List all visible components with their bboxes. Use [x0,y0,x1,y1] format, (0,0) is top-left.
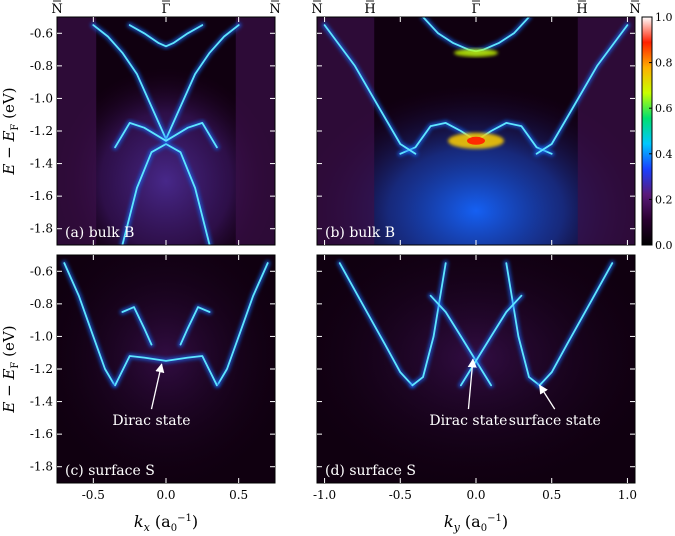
colorbar-tick-label: 0.4 [655,148,673,161]
xtick-label: -1.0 [313,488,336,502]
band-2 [323,24,417,155]
hs-label: N [51,2,62,17]
ytick-label: -1.4 [30,395,54,409]
ytick-label: -1.4 [30,157,54,171]
x-axis-label: ky (a0−1) [444,512,508,534]
ytick-label: -1.6 [30,427,53,441]
continuum-left [57,17,97,245]
band-2 [114,122,218,149]
panel-3 [317,255,635,483]
hs-label: Γ [471,2,480,17]
ytick-label: -1.2 [30,124,53,138]
xtick-label: -0.5 [82,488,105,502]
y-axis-label: E − EF (eV) [0,325,21,413]
ytick-label: -1.0 [30,91,53,105]
band-4 [429,294,492,387]
colorbar-tick-label: 1.0 [655,11,673,24]
colorbar-tick-label: 0.2 [655,193,673,206]
band-3 [538,262,614,387]
panel-label-0: (a) bulk B [65,225,134,241]
hs-label: Γ [161,2,170,17]
band-5 [460,294,523,387]
colorbar-tick-label: 0.8 [655,57,673,70]
band-2 [505,262,541,387]
band-1 [121,143,211,245]
xtick-label: 1.0 [618,488,637,502]
band-2 [114,355,218,387]
surface-continuum [317,255,635,483]
band-4 [179,306,211,346]
panel-label-3: (d) surface S [325,463,416,479]
y-axis-label: E − EF (eV) [0,87,21,175]
panel-1 [317,17,635,245]
xtick-label: -0.5 [389,488,412,502]
band-1 [411,262,447,387]
hs-label: N [629,2,640,17]
ytick-label: -1.0 [30,329,53,343]
panel-label-2: (c) surface S [65,463,155,479]
hs-label: H [576,2,587,17]
hs-label: H [364,2,375,17]
ytick-label: -0.6 [30,26,53,40]
hs-label: N [311,2,322,17]
annotation-text-1: surface state [509,413,601,429]
xtick-label: 0.5 [229,488,248,502]
colorbar [641,16,653,246]
ytick-label: -1.8 [30,460,53,474]
surface-continuum [57,255,275,483]
panel-0 [57,17,275,245]
x-axis-label: kx (a0−1) [134,512,198,534]
hotspot-top [454,48,498,57]
annotation-arrow-1 [539,384,556,410]
xtick-label: 0.0 [466,488,485,502]
band-1 [217,262,269,385]
ytick-label: -1.2 [30,362,53,376]
colorbar-tick-label: 0.6 [655,102,673,115]
band-3 [121,306,153,346]
ytick-label: -0.8 [30,59,53,73]
annotation-arrow-0 [467,358,477,410]
band-3 [535,24,629,155]
colorbar-tick-label: 0.0 [655,239,673,252]
band-0 [63,262,115,385]
panel-2 [57,255,275,483]
xtick-label: 0.5 [542,488,561,502]
continuum-right [235,17,275,245]
ytick-label: -1.6 [30,189,53,203]
band-3 [128,24,204,48]
hotspot-core [467,136,485,145]
annotation-text-0: Dirac state [429,413,507,429]
hs-label: N [269,2,280,17]
annotation-text-0: Dirac state [112,413,190,429]
xtick-label: 0.0 [156,488,175,502]
ytick-label: -1.8 [30,222,53,236]
ytick-label: -0.8 [30,297,53,311]
annotation-arrow-0 [150,363,165,410]
band-0 [338,262,414,387]
ytick-label: -0.6 [30,264,53,278]
panel-label-1: (b) bulk B [325,225,395,241]
